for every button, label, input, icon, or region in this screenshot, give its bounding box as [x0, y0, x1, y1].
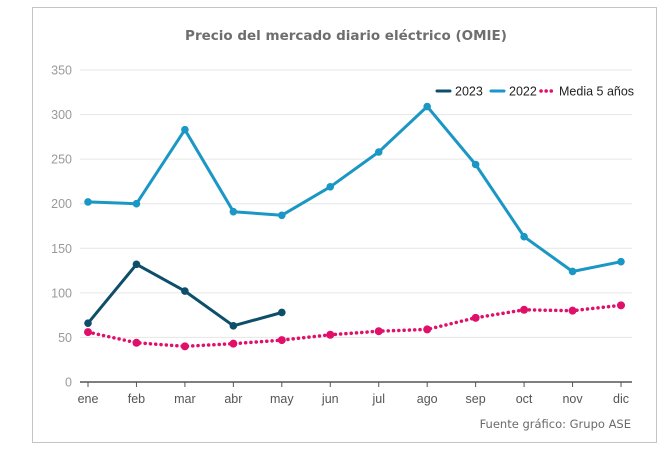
data-point [520, 232, 528, 241]
data-point [229, 339, 238, 348]
data-point [520, 305, 529, 314]
x-tick-label: ago [417, 392, 438, 406]
data-point [132, 199, 141, 208]
data-point [278, 211, 286, 220]
legend-item-media-5-años: Media 5 años [539, 85, 634, 99]
legend: 2023 2022 Media 5 años [435, 85, 634, 99]
data-point [617, 301, 625, 310]
y-tick-label: 100 [51, 286, 72, 300]
data-point [471, 160, 480, 169]
data-point [374, 148, 383, 156]
y-tick-label: 200 [51, 197, 72, 211]
series-line [86, 105, 623, 273]
series [84, 102, 625, 351]
data-point [471, 313, 480, 322]
data-point [326, 330, 335, 339]
x-axis: ene feb mar abr may jun jul ago sep oct nov dic [78, 381, 632, 406]
x-tick-label: jun [321, 392, 339, 406]
legend-label: 2022 [509, 85, 537, 99]
data-point [132, 260, 141, 269]
y-tick-label: 350 [51, 64, 72, 78]
y-tick-label: 0 [65, 376, 72, 390]
legend-label: Media 5 años [559, 85, 634, 99]
series-line [86, 303, 623, 349]
data-point [423, 325, 432, 334]
x-tick-label: mar [174, 392, 196, 406]
y-tick-label: 300 [51, 108, 72, 122]
gridlines [80, 69, 632, 338]
legend-item-2023: 2023 [435, 85, 483, 99]
data-point [181, 125, 189, 134]
data-point [278, 308, 286, 317]
data-point [84, 198, 92, 206]
y-axis: 0 50 100 150 200 250 300 350 [51, 64, 72, 390]
x-tick-label: jul [371, 392, 385, 406]
data-point [132, 338, 141, 347]
x-tick-label: abr [224, 392, 242, 406]
x-tick-label: dic [613, 392, 629, 406]
y-tick-label: 50 [58, 331, 72, 345]
data-point [84, 319, 92, 327]
series-2022 [84, 102, 625, 276]
x-tick-label: feb [128, 392, 145, 406]
x-tick-label: nov [562, 392, 583, 406]
data-point [568, 267, 577, 276]
data-point [617, 257, 625, 266]
data-point [181, 287, 189, 295]
y-tick-label: 250 [51, 153, 72, 167]
data-point [229, 207, 238, 216]
data-point [374, 327, 383, 336]
legend-label: 2023 [455, 85, 483, 99]
x-tick-label: ene [78, 392, 99, 406]
series-line [86, 262, 284, 328]
data-point [326, 182, 335, 191]
series-media-5-años [84, 301, 625, 351]
data-point [568, 306, 577, 315]
data-point [84, 328, 92, 337]
data-point [423, 102, 431, 111]
x-tick-label: sep [466, 392, 486, 406]
source-note: Fuente gráfico: Grupo ASE [480, 417, 631, 431]
chart-frame [32, 7, 657, 443]
data-point [277, 336, 286, 345]
series-2023 [84, 260, 286, 330]
x-tick-label: may [270, 392, 294, 406]
x-tick-label: oct [516, 392, 533, 406]
y-tick-label: 150 [51, 242, 72, 256]
legend-item-2022: 2022 [489, 85, 537, 99]
data-point [180, 342, 189, 351]
data-point [229, 322, 238, 330]
chart-title: Precio del mercado diario eléctrico (OMI… [185, 28, 507, 44]
